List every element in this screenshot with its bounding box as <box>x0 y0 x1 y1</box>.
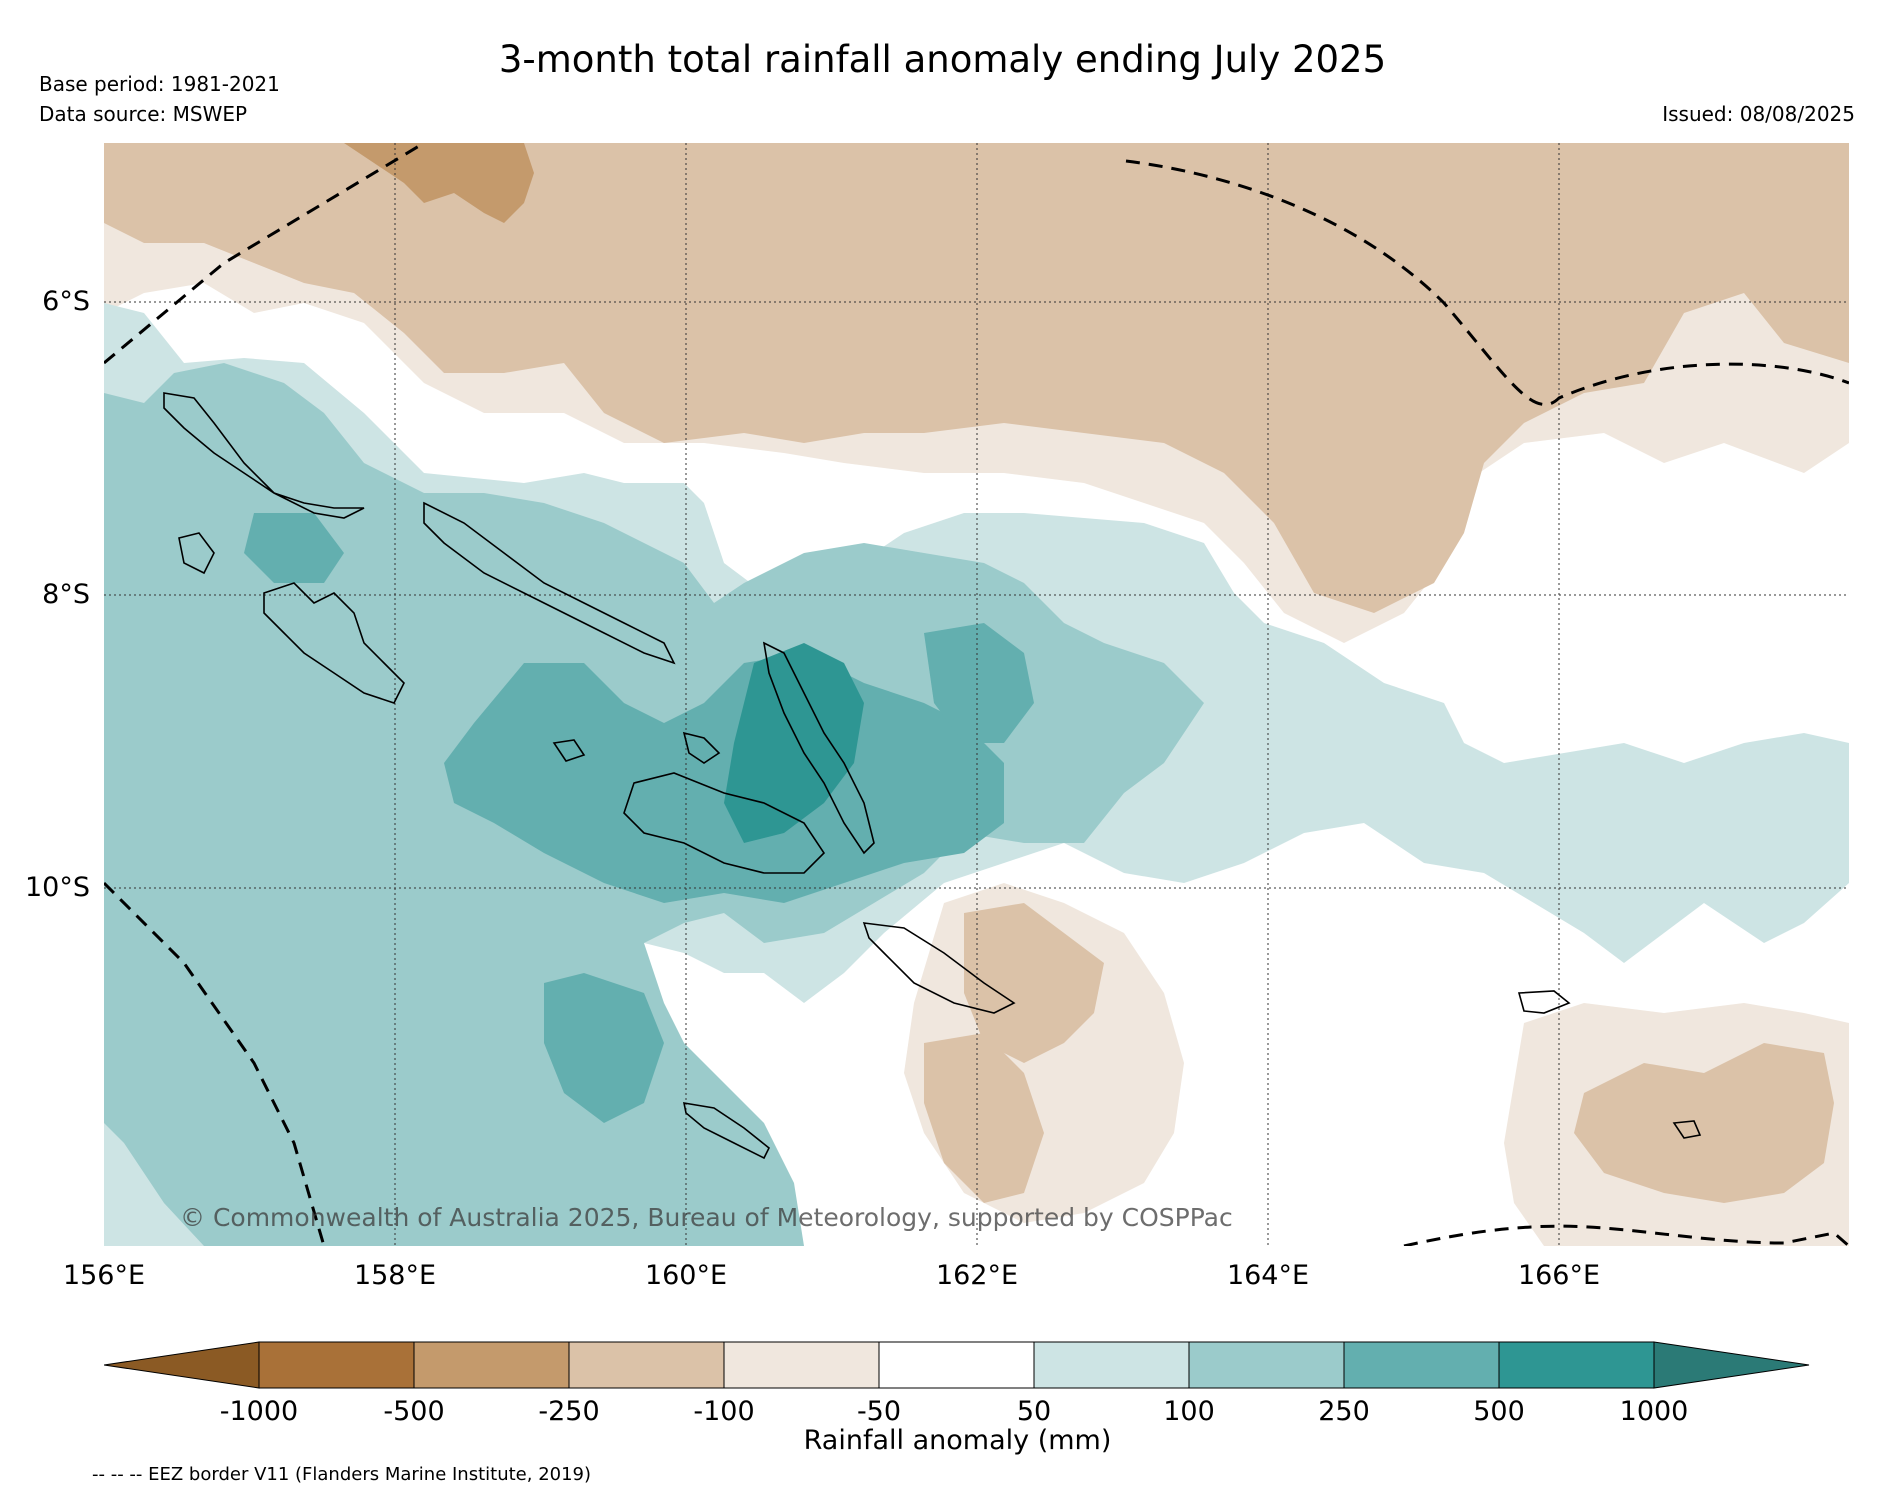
santa-cruz-island-outline <box>1517 990 1571 1014</box>
lon-label-166E: 166°E <box>1517 1260 1601 1291</box>
eez-border-note: -- -- -- EEZ border V11 (Flanders Marine… <box>92 1464 592 1485</box>
colorbar-label: Rainfall anomaly (mm) <box>803 1425 1112 1456</box>
colorbar-bin-9 <box>1498 1341 1655 1389</box>
colorbar-extend-low <box>104 1341 260 1389</box>
lat-label-6S: 6°S <box>42 286 90 317</box>
colorbar-tick-250: 250 <box>1318 1396 1370 1427</box>
colorbar-extend-high <box>1653 1341 1810 1389</box>
lat-label-10S: 10°S <box>25 872 90 903</box>
rennell-island-outline <box>682 1102 771 1160</box>
colorbar-bin-7 <box>1188 1341 1345 1389</box>
issued-date-text: Issued: 08/08/2025 <box>1662 102 1855 126</box>
colorbar <box>104 1341 1810 1389</box>
eez-border-northeast <box>1125 159 1849 406</box>
makira-island-outline <box>862 922 1016 1014</box>
colorbar-tick-1000: 1000 <box>1619 1396 1689 1427</box>
choiseul-island-outline <box>163 392 365 519</box>
guadalcanal-island-outline <box>623 772 826 874</box>
colorbar-bin-1 <box>258 1341 415 1389</box>
dry-southeast-region <box>1574 1043 1834 1203</box>
lon-label-156E: 156°E <box>62 1260 146 1291</box>
eez-border-southwest <box>104 881 326 1246</box>
wet-south-patch-region <box>544 973 664 1123</box>
eez-border-northwest <box>104 143 425 365</box>
graticule <box>104 143 1849 1246</box>
new-georgia-island-outline <box>263 582 405 704</box>
colorbar-tick-minus-1000: -1000 <box>219 1396 299 1427</box>
colorbar-bin-6 <box>1033 1341 1190 1389</box>
colorbar-tick-minus-250: -250 <box>538 1396 600 1427</box>
dry-south-region <box>964 903 1104 1063</box>
lon-label-162E: 162°E <box>935 1260 1019 1291</box>
lon-label-164E: 164°E <box>1226 1260 1310 1291</box>
dry-south-lower-region <box>924 1033 1044 1203</box>
wet-core-region <box>444 653 1004 903</box>
colorbar-tick-500: 500 <box>1473 1396 1525 1427</box>
southeast-islet-outline <box>1672 1120 1702 1139</box>
chart-title: 3-month total rainfall anomaly ending Ju… <box>498 38 1387 81</box>
wet-west-patch-region <box>244 513 344 583</box>
eez-border-southeast <box>1403 1224 1849 1246</box>
map-canvas <box>104 143 1849 1246</box>
santa-isabel-island-outline <box>423 501 676 665</box>
data-source-text: Data source: MSWEP <box>39 102 248 126</box>
coastlines <box>163 392 1702 1160</box>
base-period-text: Base period: 1981-2021 <box>39 72 280 96</box>
copyright-notice: © Commonwealth of Australia 2025, Bureau… <box>180 1203 1233 1232</box>
lon-label-158E: 158°E <box>353 1260 437 1291</box>
colorbar-bin-8 <box>1343 1341 1500 1389</box>
eez-borders <box>104 143 1849 1246</box>
colorbar-tick-50: 50 <box>1016 1396 1052 1427</box>
colorbar-bin-3 <box>568 1341 725 1389</box>
colorbar-bin-5 <box>878 1341 1035 1389</box>
lat-label-8S: 8°S <box>42 579 90 610</box>
florida-islands-outline <box>682 731 721 764</box>
colorbar-tick-minus-100: -100 <box>693 1396 755 1427</box>
colorbar-tick-minus-50: -50 <box>856 1396 902 1427</box>
russell-islands-outline <box>552 739 586 762</box>
lon-label-160E: 160°E <box>644 1260 728 1291</box>
malaita-island-outline <box>762 641 875 855</box>
rainfall-anomaly-map <box>104 143 1849 1246</box>
colorbar-tick-minus-500: -500 <box>383 1396 445 1427</box>
wet-core-east-region <box>924 623 1034 743</box>
colorbar-bin-2 <box>413 1341 570 1389</box>
colorbar-tick-100: 100 <box>1163 1396 1215 1427</box>
vella-lavella-island-outline <box>178 532 215 575</box>
colorbar-bin-4 <box>723 1341 880 1389</box>
